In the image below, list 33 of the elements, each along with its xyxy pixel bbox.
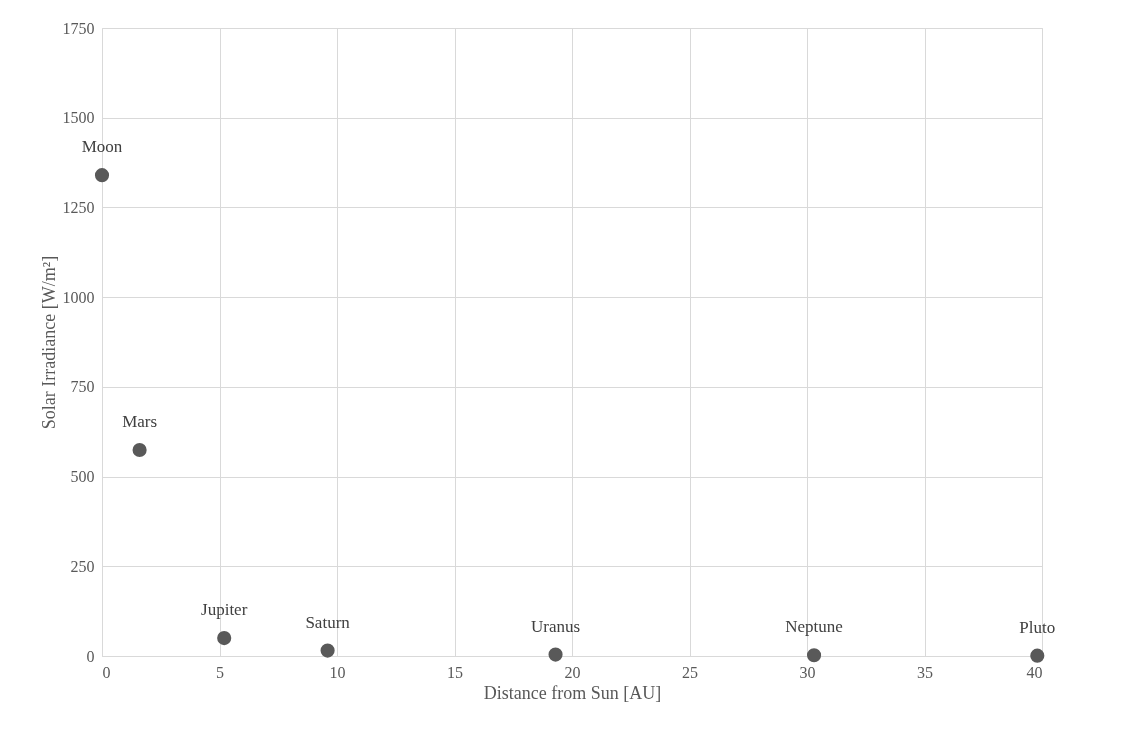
x-tick-label: 35: [917, 663, 933, 681]
annotation: Neptune: [785, 617, 843, 637]
x-tick-label: 10: [329, 663, 346, 681]
x-tick-label: 20: [564, 663, 581, 681]
annotation: Saturn: [305, 612, 351, 632]
x-tick-label: 15: [447, 663, 463, 681]
point: [1030, 648, 1045, 663]
annotation: Moon: [81, 137, 123, 157]
x-tick-label: 40: [1026, 663, 1043, 681]
point: [132, 442, 147, 458]
point: [94, 168, 110, 183]
y-tick-label: 750: [70, 378, 95, 396]
y-tick-label: 1000: [62, 288, 95, 306]
y-tick-label: 1250: [62, 198, 95, 216]
point: [806, 648, 822, 663]
y-tick-label: 500: [70, 468, 95, 486]
x-tick-label: 0: [102, 663, 111, 681]
annotation: Pluto: [1019, 617, 1056, 637]
y-tick-label: 1750: [62, 19, 95, 37]
annotation: Uranus: [531, 616, 581, 636]
y-axis-title: Solar Irradiance [W/m²]: [38, 255, 59, 430]
y-tick-label: 1500: [62, 109, 95, 127]
annotation: Mars: [122, 412, 158, 432]
x-tick-label: 25: [682, 663, 698, 681]
point: [548, 647, 563, 662]
x-axis-title: Distance from Sun [AU]: [483, 682, 662, 703]
y-tick-label: 250: [70, 557, 95, 575]
point: [320, 643, 335, 658]
y-tick-label: 0: [86, 647, 95, 665]
x-tick-label: 5: [216, 663, 224, 681]
x-tick-label: 30: [799, 663, 816, 681]
annotation: Jupiter: [201, 600, 248, 620]
point: [217, 631, 232, 646]
